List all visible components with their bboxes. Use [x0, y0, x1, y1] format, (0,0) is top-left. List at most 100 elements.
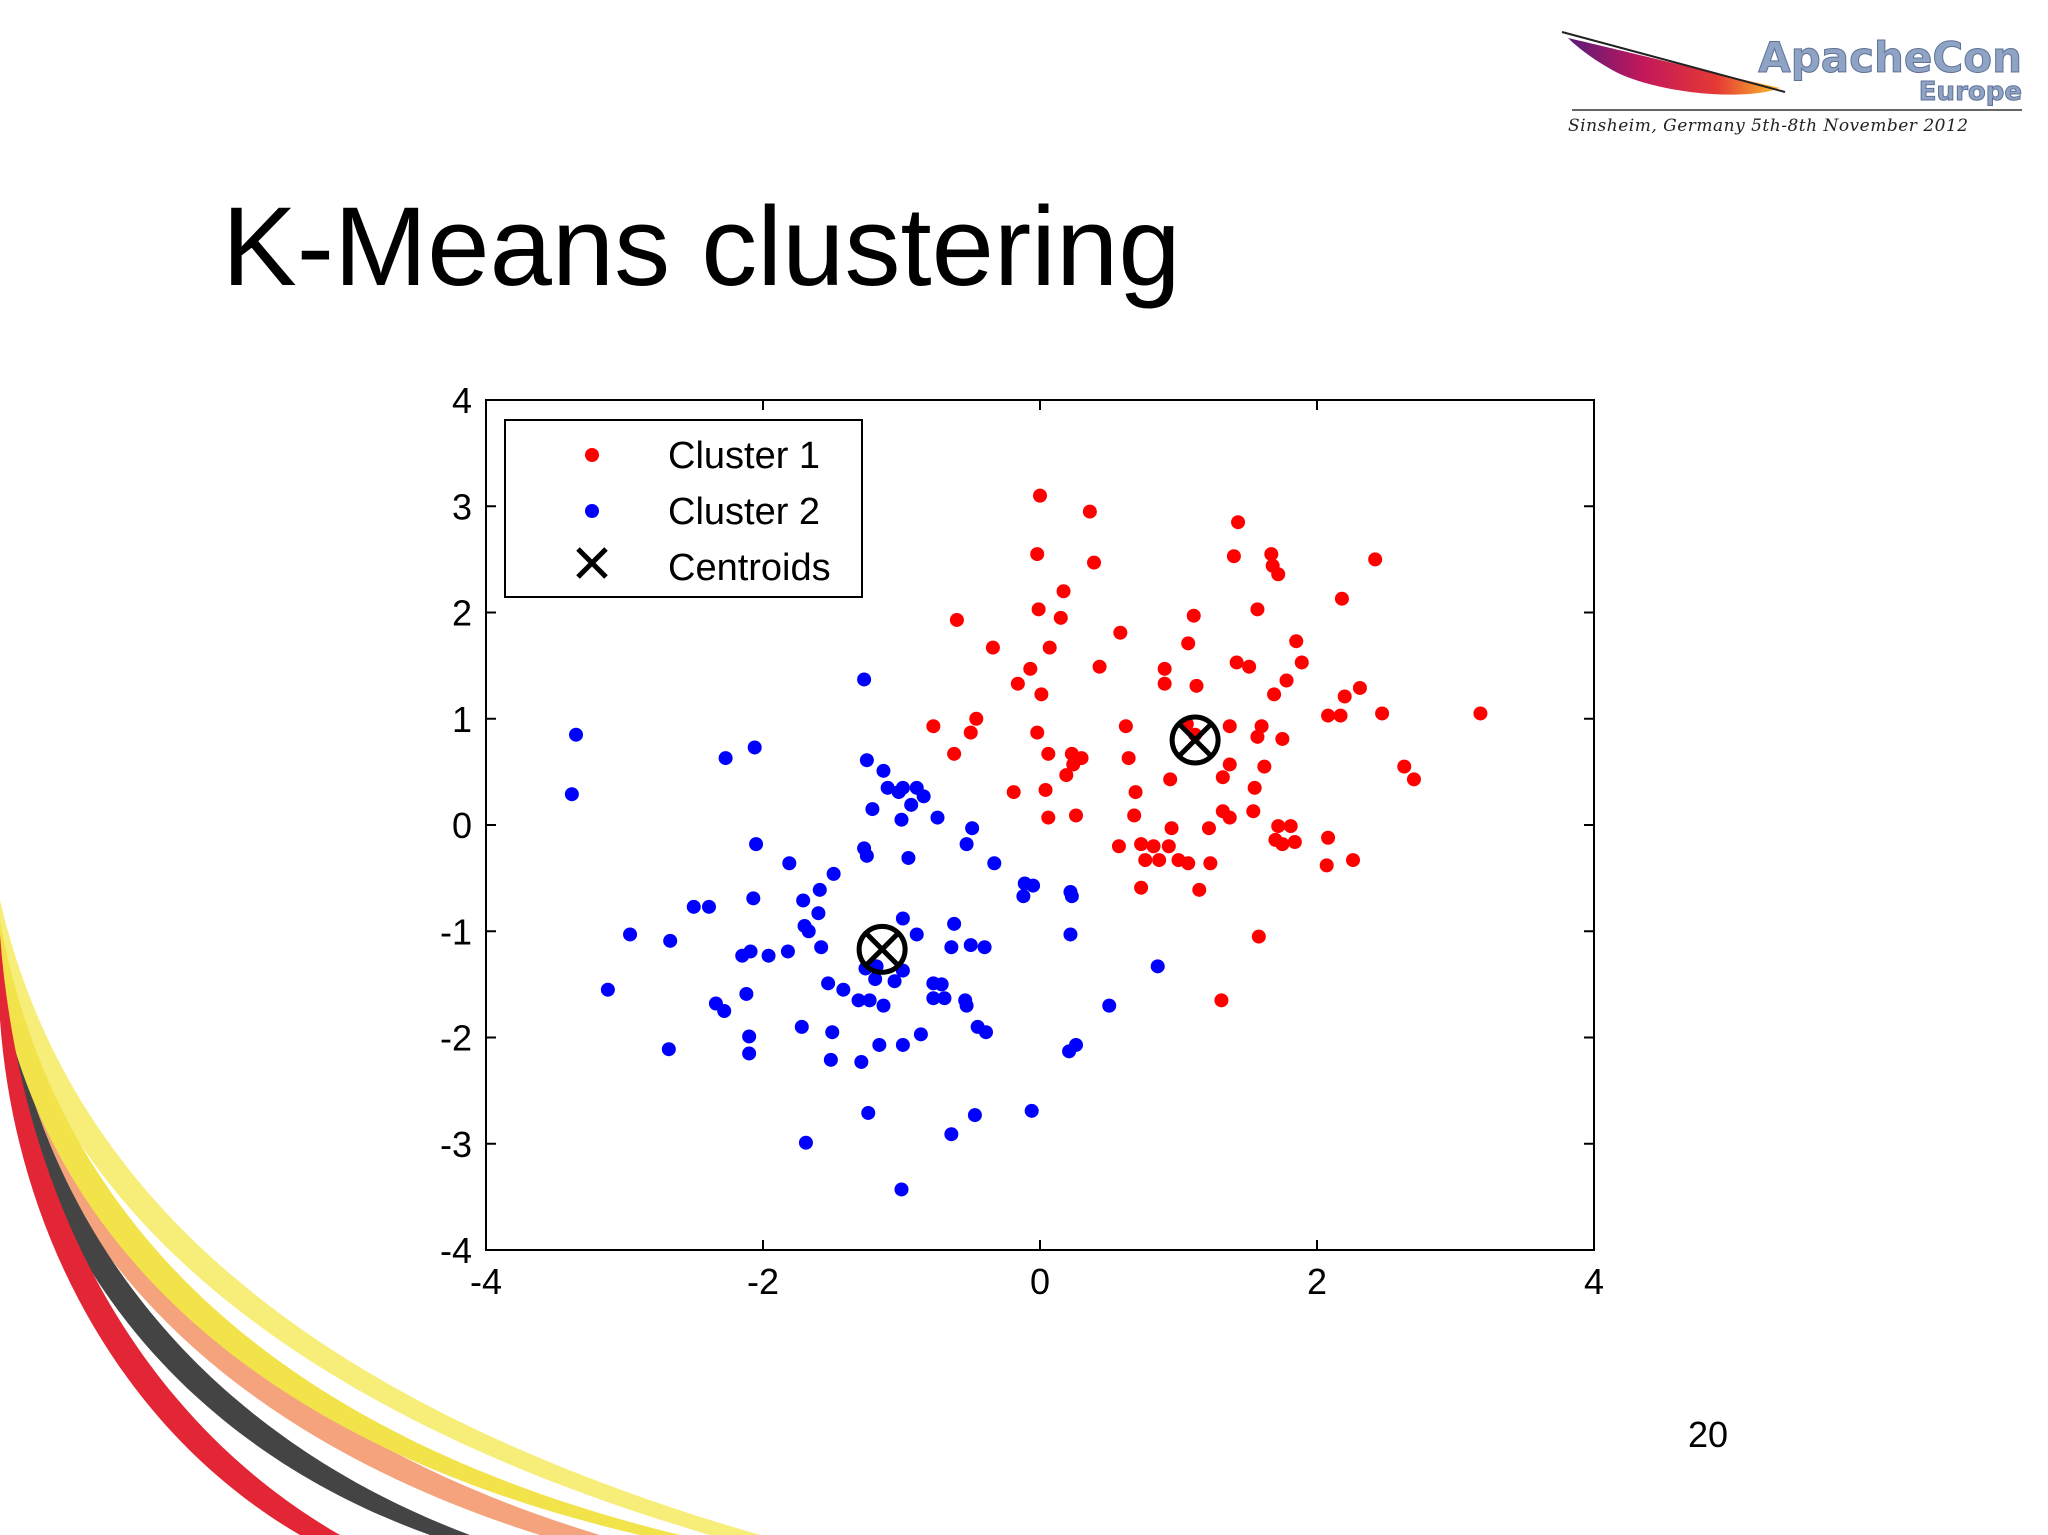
- cluster-1-point: [1031, 602, 1046, 617]
- cluster-2-point: [747, 740, 762, 755]
- legend-box: [504, 419, 863, 598]
- cluster-1-point: [1134, 837, 1149, 852]
- cluster-1-point: [1321, 830, 1336, 845]
- cluster-1-point: [1251, 929, 1266, 944]
- y-tick-label: 1: [452, 699, 472, 740]
- cluster-1-point: [1201, 821, 1216, 836]
- cluster-2-point: [944, 940, 959, 955]
- cluster-2-point: [796, 893, 811, 908]
- cluster-2-point: [798, 1135, 813, 1150]
- slide-title: K-Means clustering: [222, 184, 1181, 309]
- cluster-1-point: [1127, 808, 1142, 823]
- centroid-ring: [856, 923, 908, 975]
- cluster-2-point: [965, 821, 980, 836]
- cluster-1-point: [1059, 768, 1074, 783]
- centroid-cross-b: [864, 931, 900, 968]
- legend-marker-cluster-1: [585, 448, 599, 462]
- cluster-2-point: [930, 810, 945, 825]
- cluster-1-point: [1053, 610, 1068, 625]
- legend-label-cluster-2: Cluster 2: [668, 491, 820, 533]
- cluster-1-point: [985, 640, 1000, 655]
- x-tick-label: 4: [1584, 1261, 1604, 1302]
- cluster-1-point: [1157, 661, 1172, 676]
- cluster-2-point: [801, 924, 816, 939]
- cluster-1-point: [1157, 676, 1172, 691]
- cluster-2-point: [876, 998, 891, 1013]
- y-tick-label: -2: [440, 1018, 472, 1059]
- cluster-1-point: [1242, 659, 1257, 674]
- cluster-1-point: [1066, 757, 1081, 772]
- legend-label-centroids: Centroids: [668, 547, 831, 589]
- cluster-2-point: [959, 837, 974, 852]
- legend-marker-centroids: [576, 547, 608, 579]
- cluster-2-point: [812, 882, 827, 897]
- cluster-2-point: [825, 1025, 840, 1040]
- cluster-1-point: [1163, 772, 1178, 787]
- cluster-2-point: [859, 848, 874, 863]
- cluster-1-point: [1337, 689, 1352, 704]
- cluster-1-point: [1406, 772, 1421, 787]
- cluster-2-point: [894, 1182, 909, 1197]
- cluster-1-point: [1038, 782, 1053, 797]
- cluster-1-point: [1121, 751, 1136, 766]
- cluster-2-point: [663, 933, 678, 948]
- cluster-2-point: [959, 998, 974, 1013]
- cluster-1-point: [1279, 673, 1294, 688]
- cluster-1-point: [1289, 634, 1304, 649]
- cluster-1-point: [949, 612, 964, 627]
- cluster-2-point: [872, 1037, 887, 1052]
- cluster-2-point: [826, 866, 841, 881]
- cluster-1-point: [1246, 804, 1261, 819]
- cluster-1-point: [1254, 719, 1269, 734]
- cluster-2-point: [623, 927, 638, 942]
- cluster-1-point: [1118, 719, 1133, 734]
- cluster-2-point: [857, 672, 872, 687]
- x-tick-label: 2: [1307, 1261, 1327, 1302]
- cluster-2-point: [1062, 1044, 1077, 1059]
- cluster-2-point: [686, 899, 701, 914]
- cluster-1-point: [1214, 993, 1229, 1008]
- cluster-1-point: [1087, 555, 1102, 570]
- cluster-2-point: [569, 727, 584, 742]
- cluster-1-point: [1473, 706, 1488, 721]
- cluster-1-point: [1192, 882, 1207, 897]
- cluster-2-point: [913, 1027, 928, 1042]
- cluster-1-point: [1267, 687, 1282, 702]
- cluster-1-point: [1321, 708, 1336, 723]
- cluster-2-point: [934, 977, 949, 992]
- cluster-1-point: [1042, 640, 1057, 655]
- cluster-1-point: [1111, 839, 1126, 854]
- cluster-1-point: [926, 719, 941, 734]
- cluster-2-point: [823, 1052, 838, 1067]
- cluster-1-point: [1056, 584, 1071, 599]
- cluster-2-point: [944, 1127, 959, 1142]
- cluster-2-point: [718, 751, 733, 766]
- cluster-1-point: [963, 725, 978, 740]
- cluster-1-point: [1275, 731, 1290, 746]
- cluster-1-point: [1010, 676, 1025, 691]
- cluster-1-point: [1146, 839, 1161, 854]
- cluster-1-point: [1247, 780, 1262, 795]
- cluster-1-point: [1138, 853, 1153, 868]
- y-tick-label: -4: [440, 1230, 472, 1271]
- cluster-1-point: [1283, 819, 1298, 834]
- cluster-2-point: [978, 1025, 993, 1040]
- cluster-2-point: [859, 753, 874, 768]
- cluster-2-point: [868, 972, 883, 987]
- cluster-1-point: [1181, 636, 1196, 651]
- cluster-2-point: [862, 993, 877, 1008]
- cluster-2-point: [742, 1046, 757, 1061]
- x-tick-label: -4: [470, 1261, 502, 1302]
- cluster-2-point: [895, 911, 910, 926]
- cluster-1-point: [1181, 856, 1196, 871]
- cluster-2-point: [749, 837, 764, 852]
- cluster-2-point: [909, 927, 924, 942]
- cluster-2-point: [1063, 927, 1078, 942]
- chart-legend: Cluster 1 Cluster 2 Centroids: [504, 419, 863, 598]
- swoosh-band-yellow: [0, 920, 680, 1535]
- cluster-1-point: [1397, 759, 1412, 774]
- y-tick-label: 2: [452, 593, 472, 634]
- cluster-1-point: [1134, 880, 1149, 895]
- cluster-2-point: [761, 948, 776, 963]
- cluster-2-point: [895, 1037, 910, 1052]
